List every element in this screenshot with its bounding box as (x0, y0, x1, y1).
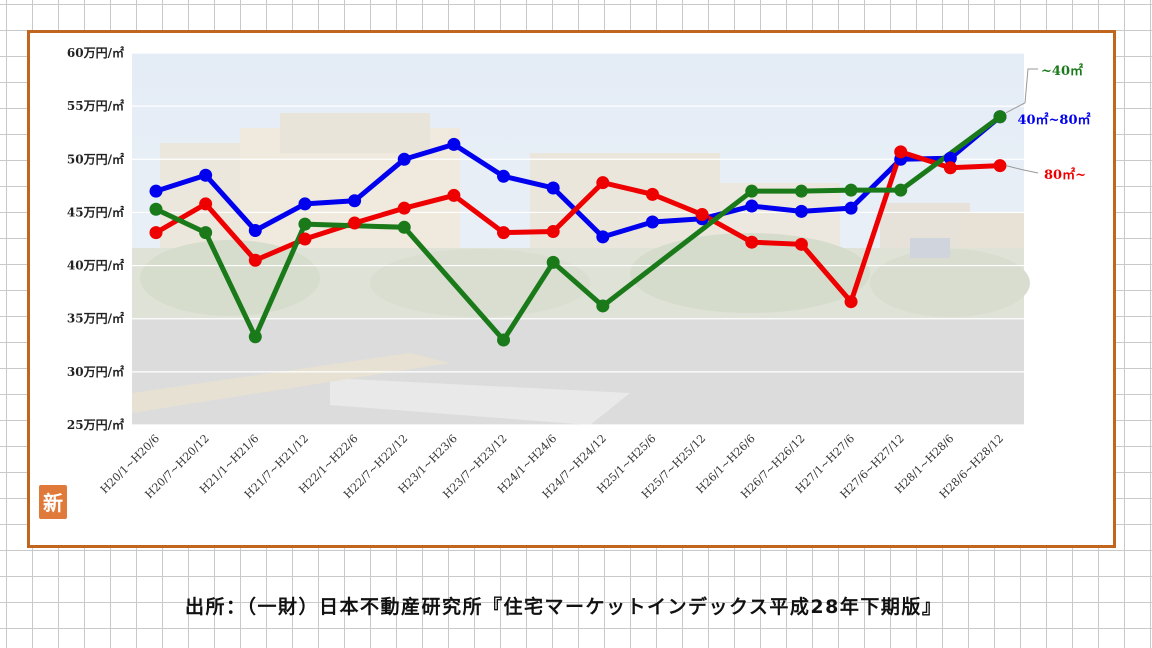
data-point (745, 199, 759, 213)
line-chart: 60万円/㎡ 55万円/㎡ 50万円/㎡ 45万円/㎡ 40万円/㎡ 35万円/㎡ 30万円… (39, 45, 1091, 519)
data-point (397, 201, 411, 215)
y-tick-label: 35万円/㎡ (67, 311, 124, 326)
data-point (397, 220, 411, 234)
data-point (943, 151, 957, 165)
data-point (497, 333, 511, 347)
data-point (546, 181, 560, 195)
y-tick-label: 30万円/㎡ (67, 364, 124, 379)
data-point (497, 226, 511, 240)
data-point (596, 176, 610, 190)
data-point (794, 204, 808, 218)
data-point (348, 194, 362, 208)
data-point (248, 253, 262, 267)
series-label: ~40㎡ (1041, 63, 1083, 79)
data-point (894, 145, 908, 159)
source-caption: 出所：（一財）日本不動産研究所『住宅マーケットインデックス平成28年下期版』 (185, 596, 943, 618)
data-point (645, 215, 659, 229)
data-point (844, 183, 858, 197)
new-badge-box (39, 485, 67, 519)
data-point (745, 184, 759, 198)
data-point (794, 184, 808, 198)
new-badge: 新 (39, 485, 67, 519)
leader-line (1005, 68, 1038, 114)
series-line (153, 114, 1003, 240)
x-axis-labels: H20/1~H20/6H20/7~H20/12H21/1~H21/6H21/7~… (98, 432, 1006, 501)
data-point (397, 152, 411, 166)
data-point (894, 183, 908, 197)
data-point (149, 226, 163, 240)
y-tick-label: 60万円/㎡ (67, 45, 124, 60)
y-tick-label: 50万円/㎡ (67, 151, 124, 166)
y-tick-label: 55万円/㎡ (67, 98, 124, 113)
chart-frame: 60万円/㎡ 55万円/㎡ 50万円/㎡ 45万円/㎡ 40万円/㎡ 35万円/㎡ 30万円… (27, 30, 1116, 548)
data-point (546, 255, 560, 269)
data-point (943, 161, 957, 175)
data-point (596, 299, 610, 313)
data-point (298, 217, 312, 231)
series-labels: 40㎡~80㎡ 80㎡~ ~40㎡ (1005, 63, 1091, 183)
new-badge-text: 新 (43, 491, 63, 515)
data-point (447, 188, 461, 202)
data-point (546, 225, 560, 239)
data-point (645, 187, 659, 201)
data-point (695, 208, 709, 222)
data-point (596, 230, 610, 244)
leader-line (1005, 165, 1039, 174)
data-point (993, 159, 1007, 173)
data-point (149, 184, 163, 198)
data-point (745, 235, 759, 249)
data-point (248, 330, 262, 344)
y-tick-label: 40万円/㎡ (67, 258, 124, 273)
y-axis-labels: 60万円/㎡ 55万円/㎡ 50万円/㎡ 45万円/㎡ 40万円/㎡ 35万円/㎡ 30万円… (67, 45, 124, 432)
data-point (149, 202, 163, 216)
plot-background-photo (132, 53, 1030, 425)
data-point (794, 237, 808, 251)
data-point (199, 197, 213, 211)
data-point (199, 168, 213, 182)
data-point (497, 169, 511, 183)
series-label: 40㎡~80㎡ (1017, 112, 1090, 128)
data-point (248, 223, 262, 237)
data-point (298, 232, 312, 246)
data-point (844, 201, 858, 215)
data-point (298, 197, 312, 211)
series-lines (149, 110, 1007, 347)
data-point (844, 295, 858, 309)
y-tick-label: 45万円/㎡ (67, 204, 124, 219)
data-point (447, 137, 461, 151)
data-point (199, 226, 213, 240)
data-point (993, 110, 1007, 124)
series-label: 80㎡~ (1044, 167, 1086, 183)
y-tick-label: 25万円/㎡ (67, 417, 124, 432)
data-point (348, 216, 362, 230)
